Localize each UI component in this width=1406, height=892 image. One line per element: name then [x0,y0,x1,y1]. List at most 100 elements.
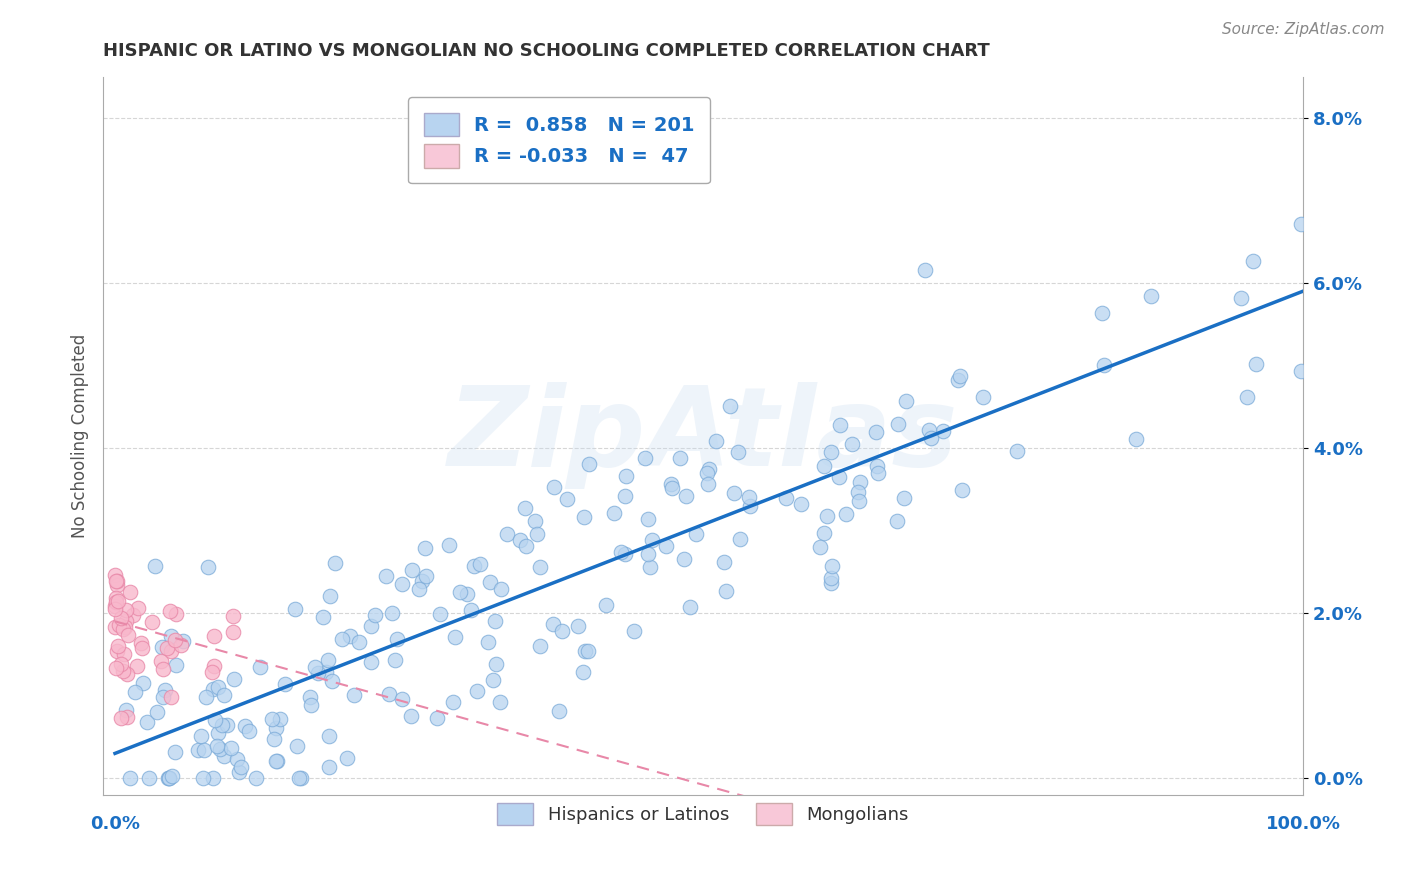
Point [212,688,235,702]
Point [315,665,337,679]
Point [110,657,132,672]
Point [117,710,139,724]
Point [219,740,242,755]
Point [496,527,519,541]
Point [1291,364,1313,378]
Point [127,600,149,615]
Point [321,674,343,689]
Point [290,771,312,785]
Point [228,765,250,780]
Point [159,629,181,643]
Point [478,574,501,589]
Point [714,584,737,599]
Point [571,665,593,679]
Point [105,661,128,675]
Point [172,633,194,648]
Point [211,718,233,732]
Point [946,373,969,387]
Point [887,417,910,431]
Point [308,665,330,680]
Point [449,584,471,599]
Point [1094,358,1116,372]
Point [110,711,132,725]
Point [950,483,973,497]
Point [820,571,842,585]
Point [411,574,433,589]
Point [685,527,707,541]
Point [238,723,260,738]
Point [637,512,659,526]
Point [641,533,664,547]
Point [115,603,138,617]
Point [264,721,287,735]
Point [668,451,690,466]
Point [866,466,889,480]
Point [595,598,617,612]
Point [515,539,537,553]
Point [190,729,212,743]
Point [467,683,489,698]
Point [429,607,451,621]
Point [202,629,225,643]
Point [104,602,127,616]
Point [204,714,226,728]
Point [672,552,695,566]
Point [848,494,870,508]
Point [129,636,152,650]
Point [111,622,134,636]
Point [623,624,645,639]
Point [299,698,322,712]
Point [896,394,918,409]
Point [813,458,835,473]
Point [972,390,994,404]
Point [193,743,215,757]
Point [817,508,839,523]
Point [614,548,637,562]
Point [661,481,683,495]
Point [460,602,482,616]
Point [124,684,146,698]
Point [835,507,858,521]
Point [201,771,224,785]
Point [918,423,941,437]
Point [509,533,531,547]
Point [738,490,761,504]
Point [112,648,135,662]
Point [415,569,437,583]
Point [401,563,423,577]
Point [104,599,127,614]
Point [399,709,422,723]
Point [159,604,181,618]
Point [408,582,430,596]
Point [468,557,491,571]
Point [343,688,366,702]
Point [634,451,657,466]
Point [115,666,138,681]
Point [949,369,972,384]
Point [1091,306,1114,320]
Point [120,771,142,785]
Point [375,569,398,583]
Point [574,643,596,657]
Point [914,263,936,277]
Point [249,660,271,674]
Point [325,557,347,571]
Point [723,486,745,500]
Text: 0.0%: 0.0% [90,815,141,833]
Point [105,643,128,657]
Point [212,748,235,763]
Point [443,630,465,644]
Point [107,578,129,592]
Point [274,677,297,691]
Point [828,469,851,483]
Point [121,608,143,623]
Point [165,607,187,621]
Point [160,690,183,704]
Point [610,545,633,559]
Point [790,497,813,511]
Point [523,515,546,529]
Point [264,754,287,768]
Point [245,771,267,785]
Point [157,771,180,785]
Point [841,437,863,451]
